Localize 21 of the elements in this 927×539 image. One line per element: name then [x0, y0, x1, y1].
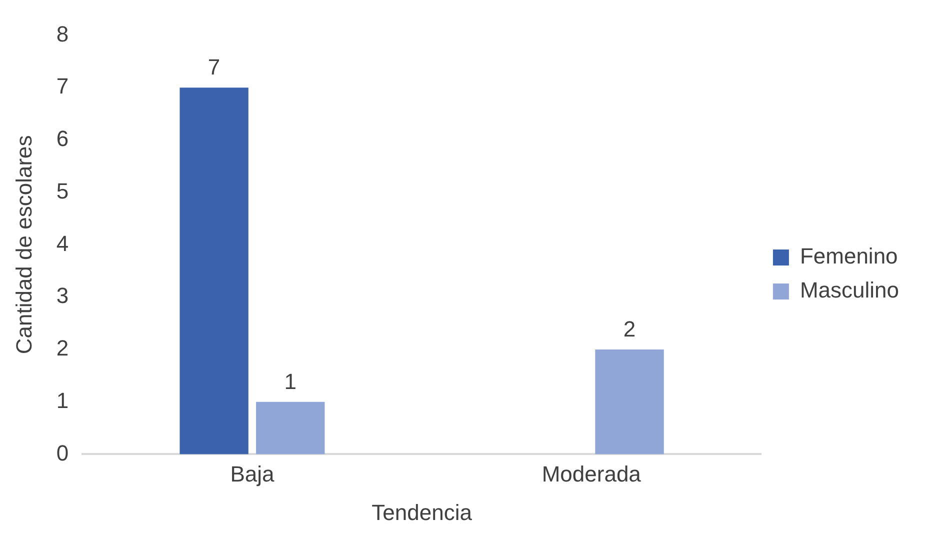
y-tick-label: 5	[56, 178, 69, 204]
data-label: 2	[623, 316, 636, 342]
bar	[256, 402, 325, 454]
x-axis-title: Tendencia	[372, 500, 473, 525]
data-label: 1	[284, 368, 296, 394]
legend-label: Masculino	[800, 278, 900, 303]
y-tick-label: 3	[56, 283, 69, 308]
y-axis-title: Cantidad de escolares	[11, 135, 36, 354]
y-tick-label: 7	[56, 74, 69, 99]
y-tick-label: 1	[56, 388, 69, 413]
bar	[595, 349, 664, 454]
y-tick-label: 4	[56, 230, 69, 256]
x-tick-label: Baja	[230, 461, 275, 486]
y-tick-label: 8	[56, 21, 69, 46]
y-tick-label: 0	[56, 440, 69, 466]
data-label: 7	[208, 54, 220, 80]
y-tick-label: 6	[56, 126, 69, 152]
legend-label: Femenino	[800, 244, 898, 269]
x-tick-label: Moderada	[542, 461, 642, 486]
bar	[180, 88, 248, 454]
y-tick-label: 2	[56, 336, 69, 361]
